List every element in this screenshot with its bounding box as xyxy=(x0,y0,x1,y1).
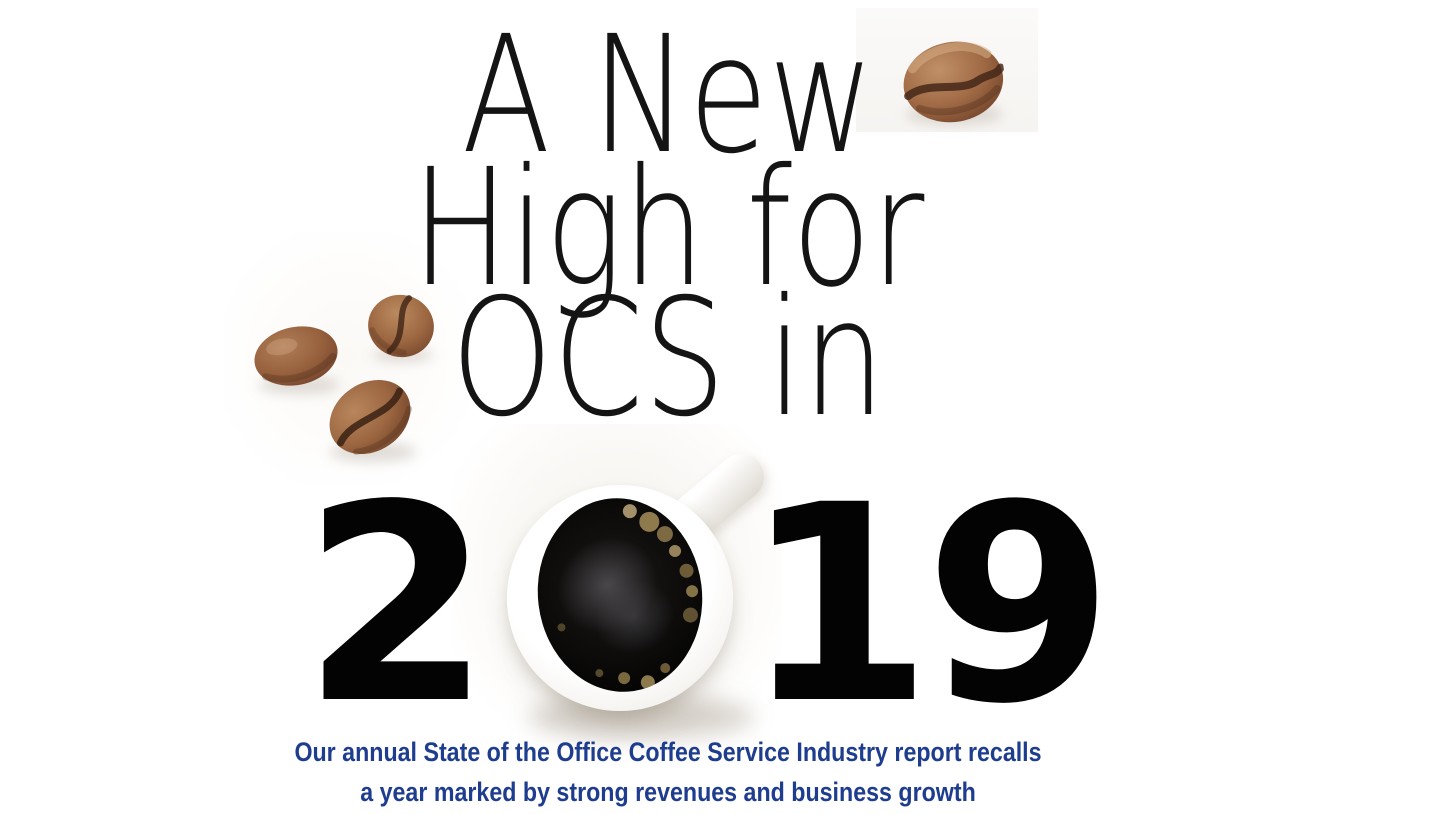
year-digit-2: 2 xyxy=(302,448,492,764)
headline-line-1: A New xyxy=(461,2,875,190)
crema-bubble xyxy=(679,562,695,579)
crema-bubble xyxy=(668,544,682,558)
crema-bubble xyxy=(617,671,632,685)
year-2019: 2 19 xyxy=(302,444,1114,764)
crema-bubble xyxy=(682,606,700,624)
headline-line-2: High for xyxy=(411,135,925,323)
subtitle-line-1: Our annual State of the Office Coffee Se… xyxy=(294,737,1042,767)
crema-bubble xyxy=(656,525,675,543)
year-digits-19: 19 xyxy=(743,448,1114,764)
crema-bubble xyxy=(685,584,700,598)
coffee-bean-image-top-right xyxy=(903,41,1005,123)
crema-bubble xyxy=(622,503,638,519)
crema-bubble xyxy=(659,662,672,674)
coffee-bean-image-left-3 xyxy=(329,379,413,455)
crema-bubble xyxy=(557,622,567,632)
headline-line-3: OCS in xyxy=(450,265,886,453)
coffee-bean-image-left-2 xyxy=(368,294,434,358)
crema-bubble xyxy=(595,668,605,678)
subtitle-line-2: a year marked by strong revenues and bus… xyxy=(360,777,976,807)
coffee-cup-image xyxy=(507,444,774,739)
coffee-bean-image-left-1 xyxy=(254,326,338,386)
